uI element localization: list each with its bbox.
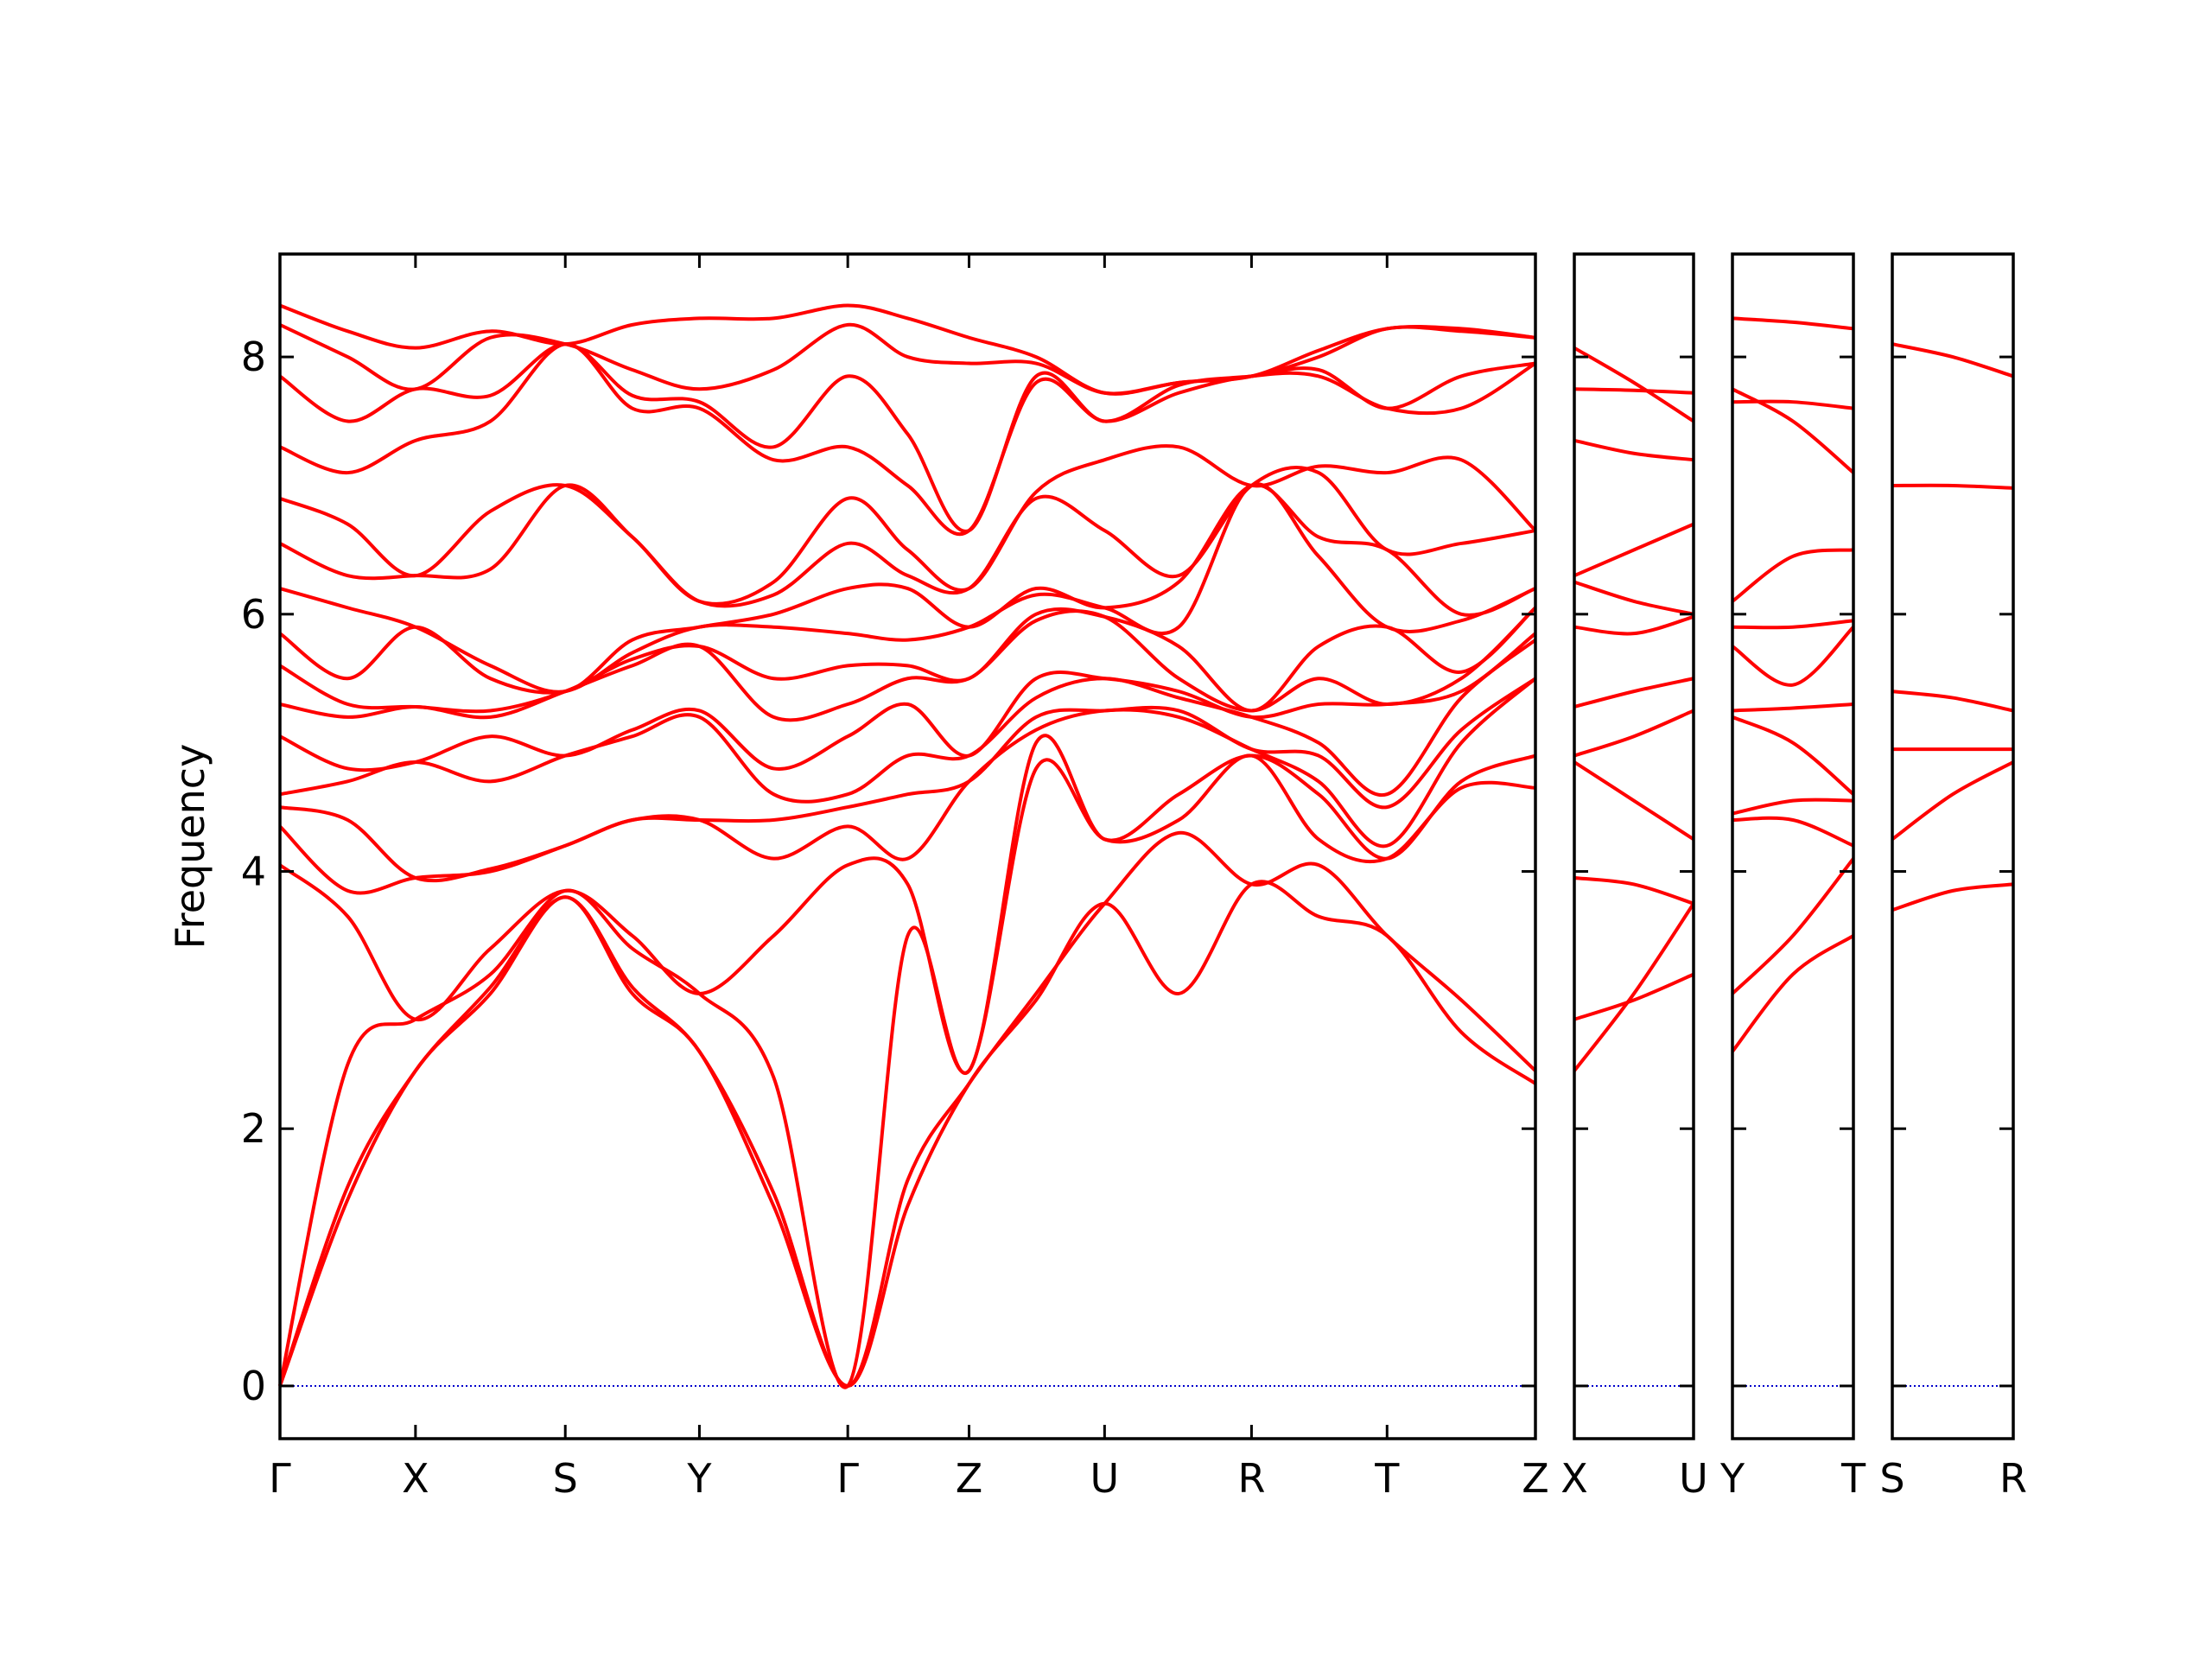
x-tick-label: R [1999,1455,2027,1502]
band-line [1732,619,1854,630]
x-tick-label: S [553,1455,578,1502]
band-line [1573,522,1694,577]
band-line [1732,399,1854,410]
band-line [1732,816,1854,848]
band-line [1732,798,1854,816]
band-line [1731,934,1855,1053]
band-line [1732,316,1854,331]
band-line [1573,438,1694,462]
y-axis-label: Frequency [167,744,213,950]
x-tick-label: S [1879,1455,1904,1502]
x-tick-label: Z [1522,1455,1549,1502]
band-line [279,677,1537,883]
band-line [278,482,1536,695]
band-line [1891,760,2014,841]
band-line [279,322,1536,396]
x-tick-label: Y [1719,1455,1745,1502]
band-line [1891,342,2014,378]
x-tick-label: X [1560,1455,1588,1502]
band-line [1573,346,1695,423]
band-line [279,632,1537,772]
plot-frame [1573,252,1695,1440]
x-tick-label: Y [686,1455,712,1502]
band-line [279,342,1537,537]
band-line [279,483,1536,694]
x-tick-label: U [1090,1455,1120,1502]
x-tick-label: X [402,1455,429,1502]
y-tick-label: 2 [241,1105,266,1152]
band-line [1573,387,1694,395]
band-line [1573,902,1695,1072]
plot-frame [1891,252,2015,1440]
band-line [1573,875,1694,906]
band-line [278,753,1536,1389]
band-line [1731,548,1854,603]
band-line [1891,483,2014,490]
x-tick-label: U [1679,1455,1708,1502]
x-tick-label: Z [956,1455,983,1502]
band-line [1732,702,1854,713]
band-line [278,342,1536,533]
band-line [279,639,1537,804]
plot-frame [278,252,1537,1440]
y-tick-label: 4 [241,849,266,895]
band-line [1573,580,1694,616]
band-line [1891,882,2014,912]
band-line [278,606,1537,714]
x-tick-label: R [1237,1455,1265,1502]
band-line [1573,760,1695,841]
band-line [279,444,1537,606]
band-line [278,734,1536,1075]
band-line [1573,614,1694,636]
band-line [1731,626,1855,687]
band-line [278,880,1537,1388]
band-line [278,677,1537,895]
x-tick-label: T [1374,1455,1400,1502]
x-tick-label: Γ [269,1455,291,1502]
band-line [1732,387,1855,474]
band-line [1732,715,1855,796]
band-line [278,830,1537,1388]
band-line [1891,690,2014,713]
x-tick-label: Γ [836,1455,859,1502]
band-line [279,466,1536,608]
y-tick-label: 8 [241,334,266,380]
band-line [1573,677,1694,709]
band-line [1731,857,1855,995]
x-tick-label: T [1840,1455,1866,1502]
band-line [1573,709,1694,758]
band-line [279,303,1536,396]
plot-frame [1731,252,1855,1440]
band-line [279,606,1537,722]
y-tick-label: 0 [241,1363,266,1409]
band-line [1573,972,1694,1021]
y-tick-label: 6 [241,591,266,638]
